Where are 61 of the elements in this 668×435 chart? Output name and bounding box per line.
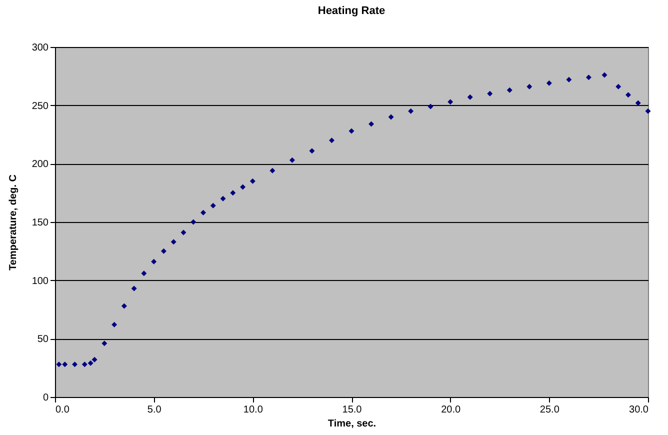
point bbox=[616, 84, 622, 90]
x-tick-label: 30.0 bbox=[629, 404, 649, 416]
point bbox=[230, 190, 236, 196]
y-tick-label: 50 bbox=[37, 334, 49, 346]
point bbox=[210, 202, 216, 208]
point bbox=[428, 104, 434, 110]
point bbox=[645, 108, 651, 114]
x-axis-title: Time, sec. bbox=[328, 418, 376, 430]
x-tick-label: 15.0 bbox=[342, 404, 362, 416]
point bbox=[348, 128, 354, 134]
y-tick-label: 100 bbox=[32, 276, 49, 287]
point bbox=[160, 248, 166, 254]
point bbox=[388, 114, 394, 120]
x-tick-label: 10.0 bbox=[243, 404, 264, 416]
point bbox=[88, 360, 94, 366]
point bbox=[250, 178, 256, 184]
point bbox=[131, 286, 137, 292]
x-tick-label: 20.0 bbox=[441, 404, 461, 416]
point bbox=[602, 72, 608, 78]
y-tick-label: 200 bbox=[32, 159, 49, 170]
point bbox=[56, 362, 62, 368]
point bbox=[506, 87, 512, 93]
y-tick-label: 250 bbox=[32, 100, 49, 112]
point bbox=[526, 84, 532, 90]
point bbox=[112, 322, 118, 328]
point bbox=[309, 148, 315, 154]
point bbox=[151, 258, 157, 264]
point bbox=[92, 356, 98, 362]
point bbox=[180, 230, 186, 236]
point bbox=[635, 100, 641, 106]
y-tick-label: 150 bbox=[32, 218, 49, 228]
point bbox=[546, 80, 552, 86]
point bbox=[102, 340, 108, 346]
point bbox=[328, 138, 334, 144]
point bbox=[190, 219, 196, 225]
x-tick-label: 5.0 bbox=[147, 404, 162, 416]
x-tick-label: 25.0 bbox=[540, 404, 560, 416]
point bbox=[487, 90, 493, 96]
point bbox=[62, 362, 68, 368]
point bbox=[289, 157, 295, 163]
point bbox=[448, 99, 454, 105]
point bbox=[121, 303, 127, 309]
point bbox=[586, 74, 592, 80]
chart-title: Heating Rate bbox=[318, 5, 386, 17]
y-tick-label: 300 bbox=[32, 42, 49, 54]
point bbox=[625, 92, 631, 98]
point bbox=[170, 239, 176, 245]
point bbox=[141, 270, 147, 276]
point bbox=[566, 76, 572, 82]
x-tick-label: 0.0 bbox=[56, 404, 70, 416]
point bbox=[82, 362, 88, 368]
point bbox=[240, 184, 246, 190]
point bbox=[220, 196, 226, 202]
point bbox=[408, 108, 414, 114]
point bbox=[467, 94, 473, 100]
y-tick-label: 0 bbox=[42, 392, 49, 404]
point bbox=[200, 210, 206, 216]
point bbox=[72, 362, 78, 368]
point bbox=[368, 121, 374, 127]
y-axis-title: Temperature, deg. C bbox=[8, 174, 19, 270]
point bbox=[270, 168, 276, 174]
